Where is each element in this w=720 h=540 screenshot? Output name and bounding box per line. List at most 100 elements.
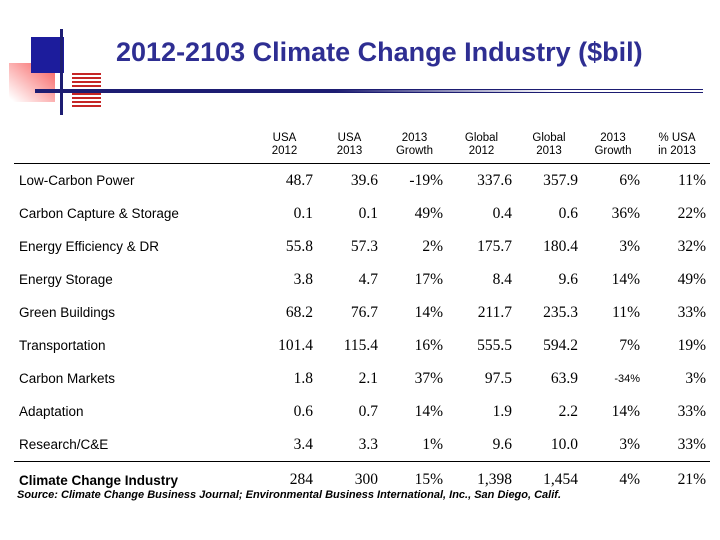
table-row: Adaptation 0.6 0.7 14% 1.9 2.2 14% 33% xyxy=(14,395,710,428)
table-cell: 57.3 xyxy=(350,237,378,255)
col-header-global-2012: Global 2012 xyxy=(447,132,516,164)
table-row: Low-Carbon Power 48.7 39.6 -19% 337.6 35… xyxy=(14,164,710,198)
table-cell: 1.8 xyxy=(293,369,313,387)
row-label: Transportation xyxy=(19,338,106,353)
row-label: Carbon Capture & Storage xyxy=(19,206,179,221)
table-cell: 0.6 xyxy=(293,402,313,420)
row-label: Climate Change Industry xyxy=(14,461,252,498)
table-cell: 68.2 xyxy=(285,303,313,321)
table-cell: 4.7 xyxy=(358,270,378,288)
row-label: Green Buildings xyxy=(19,305,116,320)
table-cell: 33% xyxy=(677,435,706,453)
table-cell: 76.7 xyxy=(350,303,378,321)
table-cell: 594.2 xyxy=(543,336,578,354)
table-cell: 3.8 xyxy=(293,270,313,288)
col-header-pct-usa: % USA in 2013 xyxy=(644,132,710,164)
table-cell: 33% xyxy=(677,402,706,420)
table-row: Energy Storage 3.8 4.7 17% 8.4 9.6 14% 4… xyxy=(14,263,710,296)
table-cell: 101.4 xyxy=(278,336,313,354)
table-cell: 14% xyxy=(414,303,443,321)
col-header-2013-growth-global: 2013 Growth xyxy=(582,132,644,164)
table-cell: 115.4 xyxy=(343,336,378,354)
table-cell: 4% xyxy=(582,461,644,498)
table-row: Research/C&E 3.4 3.3 1% 9.6 10.0 3% 33% xyxy=(14,428,710,462)
climate-industry-table: USA 2012 USA 2013 2013 Growth Global 201… xyxy=(14,132,710,498)
table-cell: 9.6 xyxy=(492,435,512,453)
table-cell: 2.1 xyxy=(358,369,378,387)
table-cell: 235.3 xyxy=(543,303,578,321)
table-row: Carbon Capture & Storage 0.1 0.1 49% 0.4… xyxy=(14,197,710,230)
table-cell: 0.1 xyxy=(358,204,378,222)
table-cell: 36% xyxy=(611,204,640,222)
table-cell: 300 xyxy=(317,461,382,498)
col-header-usa-2013: USA 2013 xyxy=(317,132,382,164)
table-cell: 15% xyxy=(382,461,447,498)
table-cell: 32% xyxy=(677,237,706,255)
table-cell: 3.4 xyxy=(293,435,313,453)
table-cell: 2.2 xyxy=(558,402,578,420)
col-header-global-2013: Global 2013 xyxy=(516,132,582,164)
table-cell: 357.9 xyxy=(543,171,578,189)
table-cell: 21% xyxy=(644,461,710,498)
table-row: Energy Efficiency & DR 55.8 57.3 2% 175.… xyxy=(14,230,710,263)
table-cell: 2% xyxy=(422,237,443,255)
table-row: Transportation 101.4 115.4 16% 555.5 594… xyxy=(14,329,710,362)
table-cell: 1,398 xyxy=(447,461,516,498)
table-cell: -34% xyxy=(614,372,640,385)
table-cell: 39.6 xyxy=(350,171,378,189)
table-row: Green Buildings 68.2 76.7 14% 211.7 235.… xyxy=(14,296,710,329)
table-cell: 63.9 xyxy=(550,369,578,387)
table-cell: 0.1 xyxy=(293,204,313,222)
table-header-row: USA 2012 USA 2013 2013 Growth Global 201… xyxy=(14,132,710,164)
table-cell: 0.7 xyxy=(358,402,378,420)
table-cell: 211.7 xyxy=(477,303,512,321)
table-cell: 97.5 xyxy=(484,369,512,387)
table-cell: 33% xyxy=(677,303,706,321)
table-cell: 22% xyxy=(677,204,706,222)
row-label: Adaptation xyxy=(19,404,84,419)
table-cell: 175.7 xyxy=(477,237,512,255)
table-cell: 1% xyxy=(422,435,443,453)
table-cell: 7% xyxy=(619,336,640,354)
table-total-row: Climate Change Industry 284 300 15% 1,39… xyxy=(14,461,710,498)
row-label: Energy Storage xyxy=(19,272,113,287)
table-cell: 48.7 xyxy=(285,171,313,189)
table-cell: 37% xyxy=(414,369,443,387)
row-label: Energy Efficiency & DR xyxy=(19,239,160,254)
table-cell: 19% xyxy=(677,336,706,354)
page-title: 2012-2103 Climate Change Industry ($bil) xyxy=(116,37,643,67)
table-cell: 3% xyxy=(619,435,640,453)
table-cell: 3% xyxy=(685,369,706,387)
table-cell: 6% xyxy=(619,171,640,189)
table-cell: 0.4 xyxy=(492,204,512,222)
col-header-2013-growth-usa: 2013 Growth xyxy=(382,132,447,164)
table-cell: 1.9 xyxy=(492,402,512,420)
table-cell: 14% xyxy=(414,402,443,420)
table-cell: 8.4 xyxy=(492,270,512,288)
table-cell: 14% xyxy=(611,402,640,420)
row-label: Research/C&E xyxy=(19,437,109,452)
table-cell: -19% xyxy=(409,171,443,189)
table-cell: 16% xyxy=(414,336,443,354)
title-underline xyxy=(35,89,703,93)
table-row: Carbon Markets 1.8 2.1 37% 97.5 63.9 -34… xyxy=(14,362,710,395)
row-label: Low-Carbon Power xyxy=(19,173,135,188)
row-label: Carbon Markets xyxy=(19,371,116,386)
table-cell: 11% xyxy=(612,303,640,321)
table-cell: 180.4 xyxy=(543,237,578,255)
logo-navy-square xyxy=(31,37,64,73)
table-cell: 10.0 xyxy=(550,435,578,453)
col-header-usa-2012: USA 2012 xyxy=(252,132,317,164)
table-cell: 9.6 xyxy=(558,270,578,288)
table-cell: 3% xyxy=(619,237,640,255)
corner-cell xyxy=(14,132,252,164)
table-cell: 284 xyxy=(252,461,317,498)
table-cell: 17% xyxy=(414,270,443,288)
table-cell: 49% xyxy=(677,270,706,288)
table-cell: 337.6 xyxy=(477,171,512,189)
table-cell: 0.6 xyxy=(558,204,578,222)
source-note: Source: Climate Change Business Journal;… xyxy=(17,489,562,501)
table-cell: 11% xyxy=(678,171,706,189)
table-cell: 49% xyxy=(414,204,443,222)
table-cell: 55.8 xyxy=(285,237,313,255)
